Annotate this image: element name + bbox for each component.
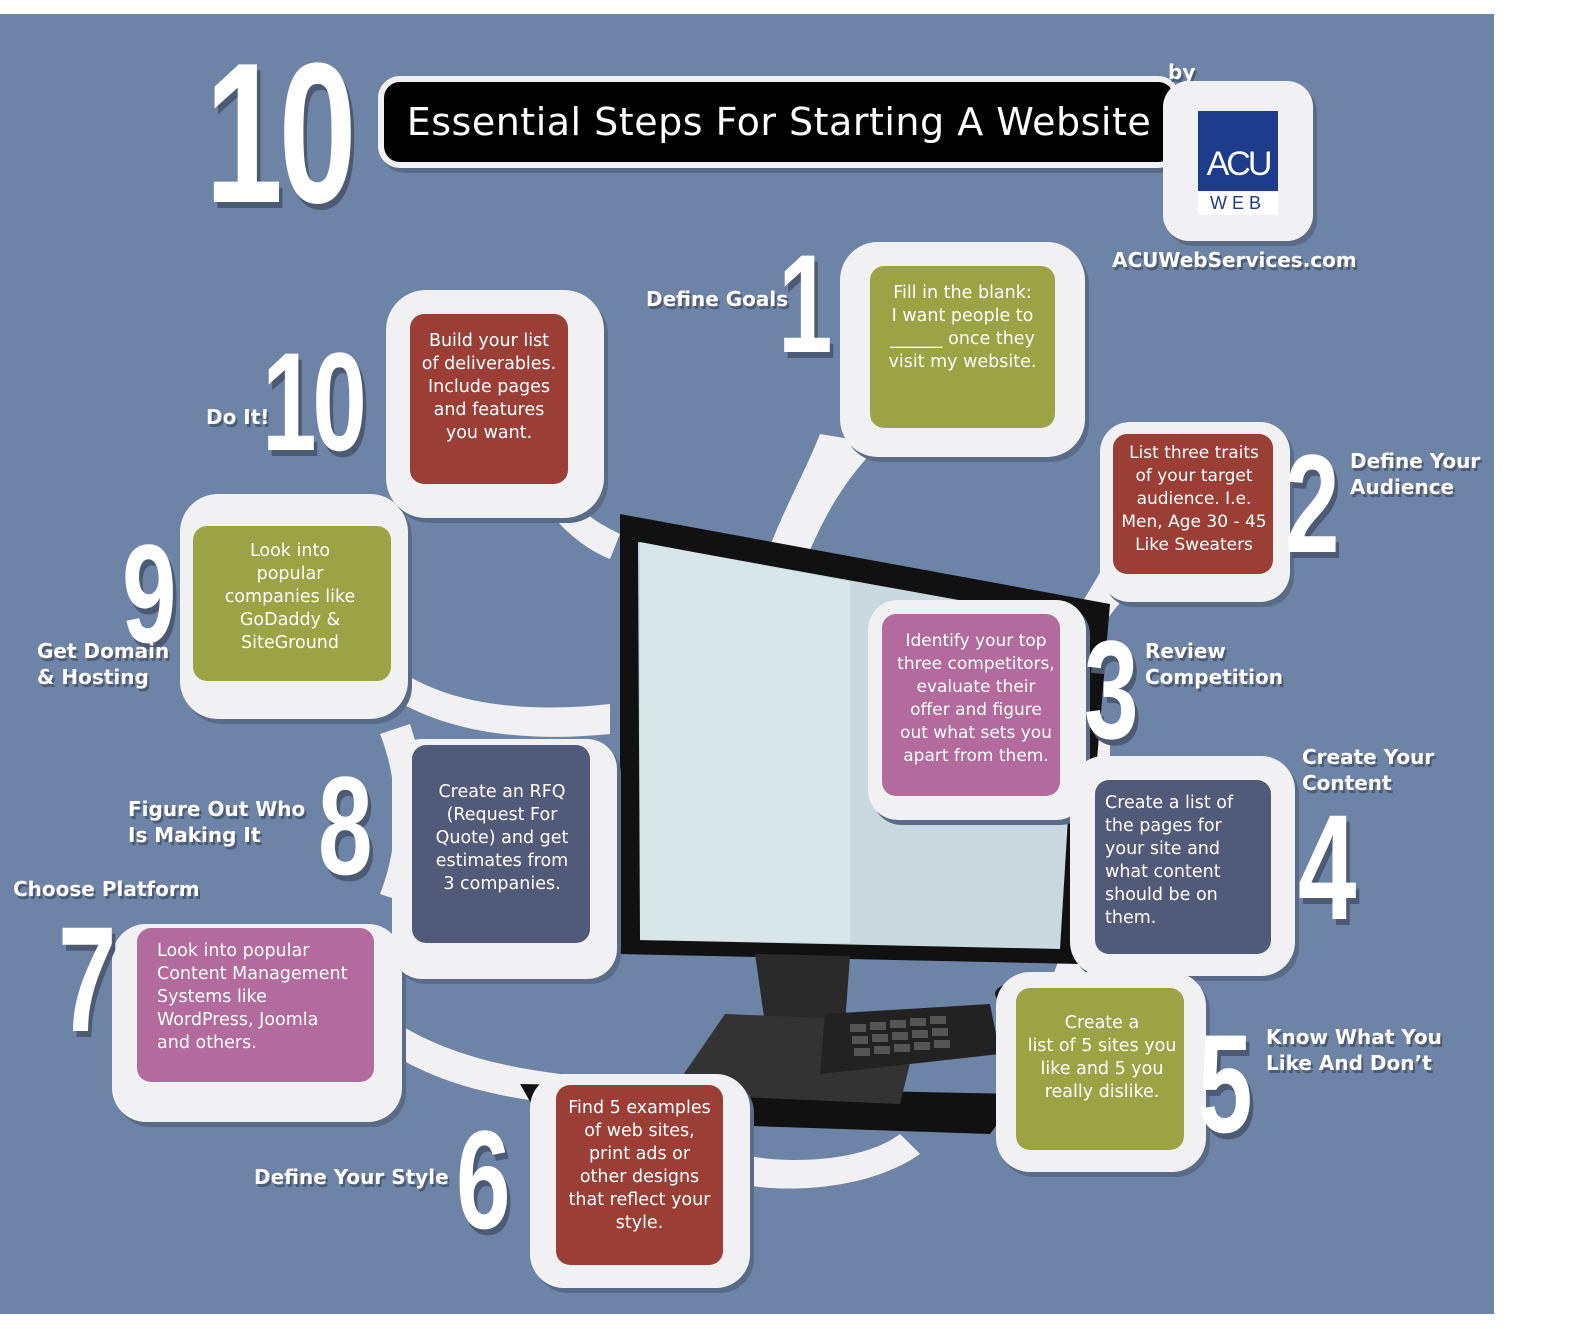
step-1-number: 1 bbox=[778, 225, 833, 382]
logo-acu-text: ACU bbox=[1206, 145, 1273, 183]
logo-web-text: WEB bbox=[1198, 191, 1278, 215]
step-5-card: Create a list of 5 sites you like and 5 … bbox=[1016, 988, 1184, 1150]
step-10-number: 10 bbox=[262, 323, 367, 480]
step-6-number: 6 bbox=[456, 1101, 511, 1258]
step-2-label: Define Your Audience bbox=[1350, 449, 1481, 499]
step-4-card: Create a list of the pages for your site… bbox=[1095, 780, 1271, 954]
step-2-number: 2 bbox=[1285, 425, 1340, 582]
step-6-label: Define Your Style bbox=[254, 1165, 449, 1189]
step-2-card: List three traits of your target audienc… bbox=[1113, 434, 1273, 574]
header-big-number: 10 bbox=[205, 22, 357, 245]
step-7-label: Choose Platform bbox=[13, 877, 200, 901]
acu-web-logo: ACU WEB bbox=[1198, 111, 1278, 215]
step-8-label: Figure Out Who Is Making It bbox=[128, 797, 306, 847]
step-7-card: Look into popular Content Management Sys… bbox=[137, 928, 374, 1082]
step-6-card: Find 5 examples of web sites, print ads … bbox=[556, 1085, 723, 1265]
step-1-card: Fill in the blank: I want people to ____… bbox=[870, 266, 1055, 428]
title-banner: Essential Steps For Starting A Website bbox=[378, 76, 1180, 168]
page-title: Essential Steps For Starting A Website bbox=[406, 100, 1152, 144]
step-8-number: 8 bbox=[318, 747, 373, 904]
step-1-label: Define Goals bbox=[646, 287, 789, 311]
by-label: by bbox=[1168, 60, 1196, 84]
step-3-number: 3 bbox=[1084, 611, 1139, 768]
step-5-number: 5 bbox=[1198, 1005, 1253, 1162]
logo-frame: ACU WEB bbox=[1163, 81, 1313, 241]
step-10-card: Build your list of deliverables. Include… bbox=[410, 314, 568, 484]
infographic-canvas: 10 Essential Steps For Starting A Websit… bbox=[0, 14, 1494, 1314]
step-7-number: 7 bbox=[58, 895, 116, 1063]
step-9-label: Get Domain & Hosting bbox=[37, 639, 170, 689]
step-8-card: Create an RFQ (Request For Quote) and ge… bbox=[412, 745, 590, 943]
step-4-label: Create Your Content bbox=[1302, 745, 1435, 795]
step-5-label: Know What You Like And Don’t bbox=[1266, 1025, 1442, 1075]
step-9-card: Look into popular companies like GoDaddy… bbox=[193, 526, 391, 681]
step-10-label: Do It! bbox=[206, 405, 270, 429]
step-4-number: 4 bbox=[1298, 783, 1356, 951]
site-url: ACUWebServices.com bbox=[1112, 248, 1357, 272]
step-3-card: Identify your top three competitors, eva… bbox=[882, 614, 1060, 796]
step-3-label: Review Competition bbox=[1145, 639, 1283, 689]
step-9-number: 9 bbox=[122, 515, 177, 672]
